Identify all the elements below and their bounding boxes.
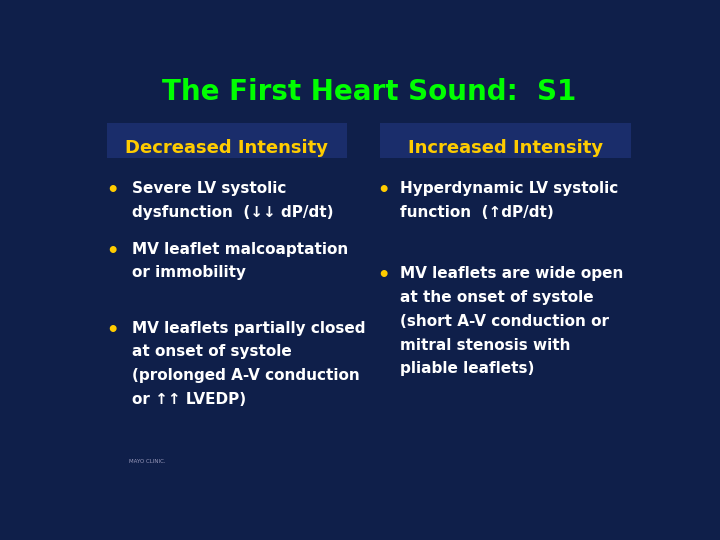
Text: (short A-V conduction or: (short A-V conduction or <box>400 314 608 329</box>
Text: Decreased Intensity: Decreased Intensity <box>125 139 328 157</box>
Text: •: • <box>106 321 119 340</box>
Text: or ↑↑ LVEDP): or ↑↑ LVEDP) <box>132 392 246 407</box>
Text: •: • <box>377 266 389 286</box>
Text: •: • <box>106 181 119 200</box>
Text: The First Heart Sound:  S1: The First Heart Sound: S1 <box>162 78 576 106</box>
Text: function  (↑dP/dt): function (↑dP/dt) <box>400 205 554 220</box>
Text: Severe LV systolic: Severe LV systolic <box>132 181 287 196</box>
Text: (prolonged A-V conduction: (prolonged A-V conduction <box>132 368 359 383</box>
Text: mitral stenosis with: mitral stenosis with <box>400 338 570 353</box>
Text: dysfunction  (↓↓ dP/dt): dysfunction (↓↓ dP/dt) <box>132 205 333 220</box>
Text: MV leaflets partially closed: MV leaflets partially closed <box>132 321 365 335</box>
Text: or immobility: or immobility <box>132 265 246 280</box>
Text: •: • <box>106 241 119 260</box>
Text: pliable leaflets): pliable leaflets) <box>400 361 534 376</box>
Text: at onset of systole: at onset of systole <box>132 344 292 359</box>
FancyBboxPatch shape <box>380 123 631 158</box>
FancyBboxPatch shape <box>107 123 347 158</box>
Text: •: • <box>377 181 389 200</box>
Text: MV leaflets are wide open: MV leaflets are wide open <box>400 266 623 281</box>
Text: Hyperdynamic LV systolic: Hyperdynamic LV systolic <box>400 181 618 196</box>
Text: Increased Intensity: Increased Intensity <box>408 139 603 157</box>
Text: at the onset of systole: at the onset of systole <box>400 290 593 305</box>
Text: MAYO CLINIC.: MAYO CLINIC. <box>129 459 166 464</box>
Text: MV leaflet malcoaptation: MV leaflet malcoaptation <box>132 241 348 256</box>
